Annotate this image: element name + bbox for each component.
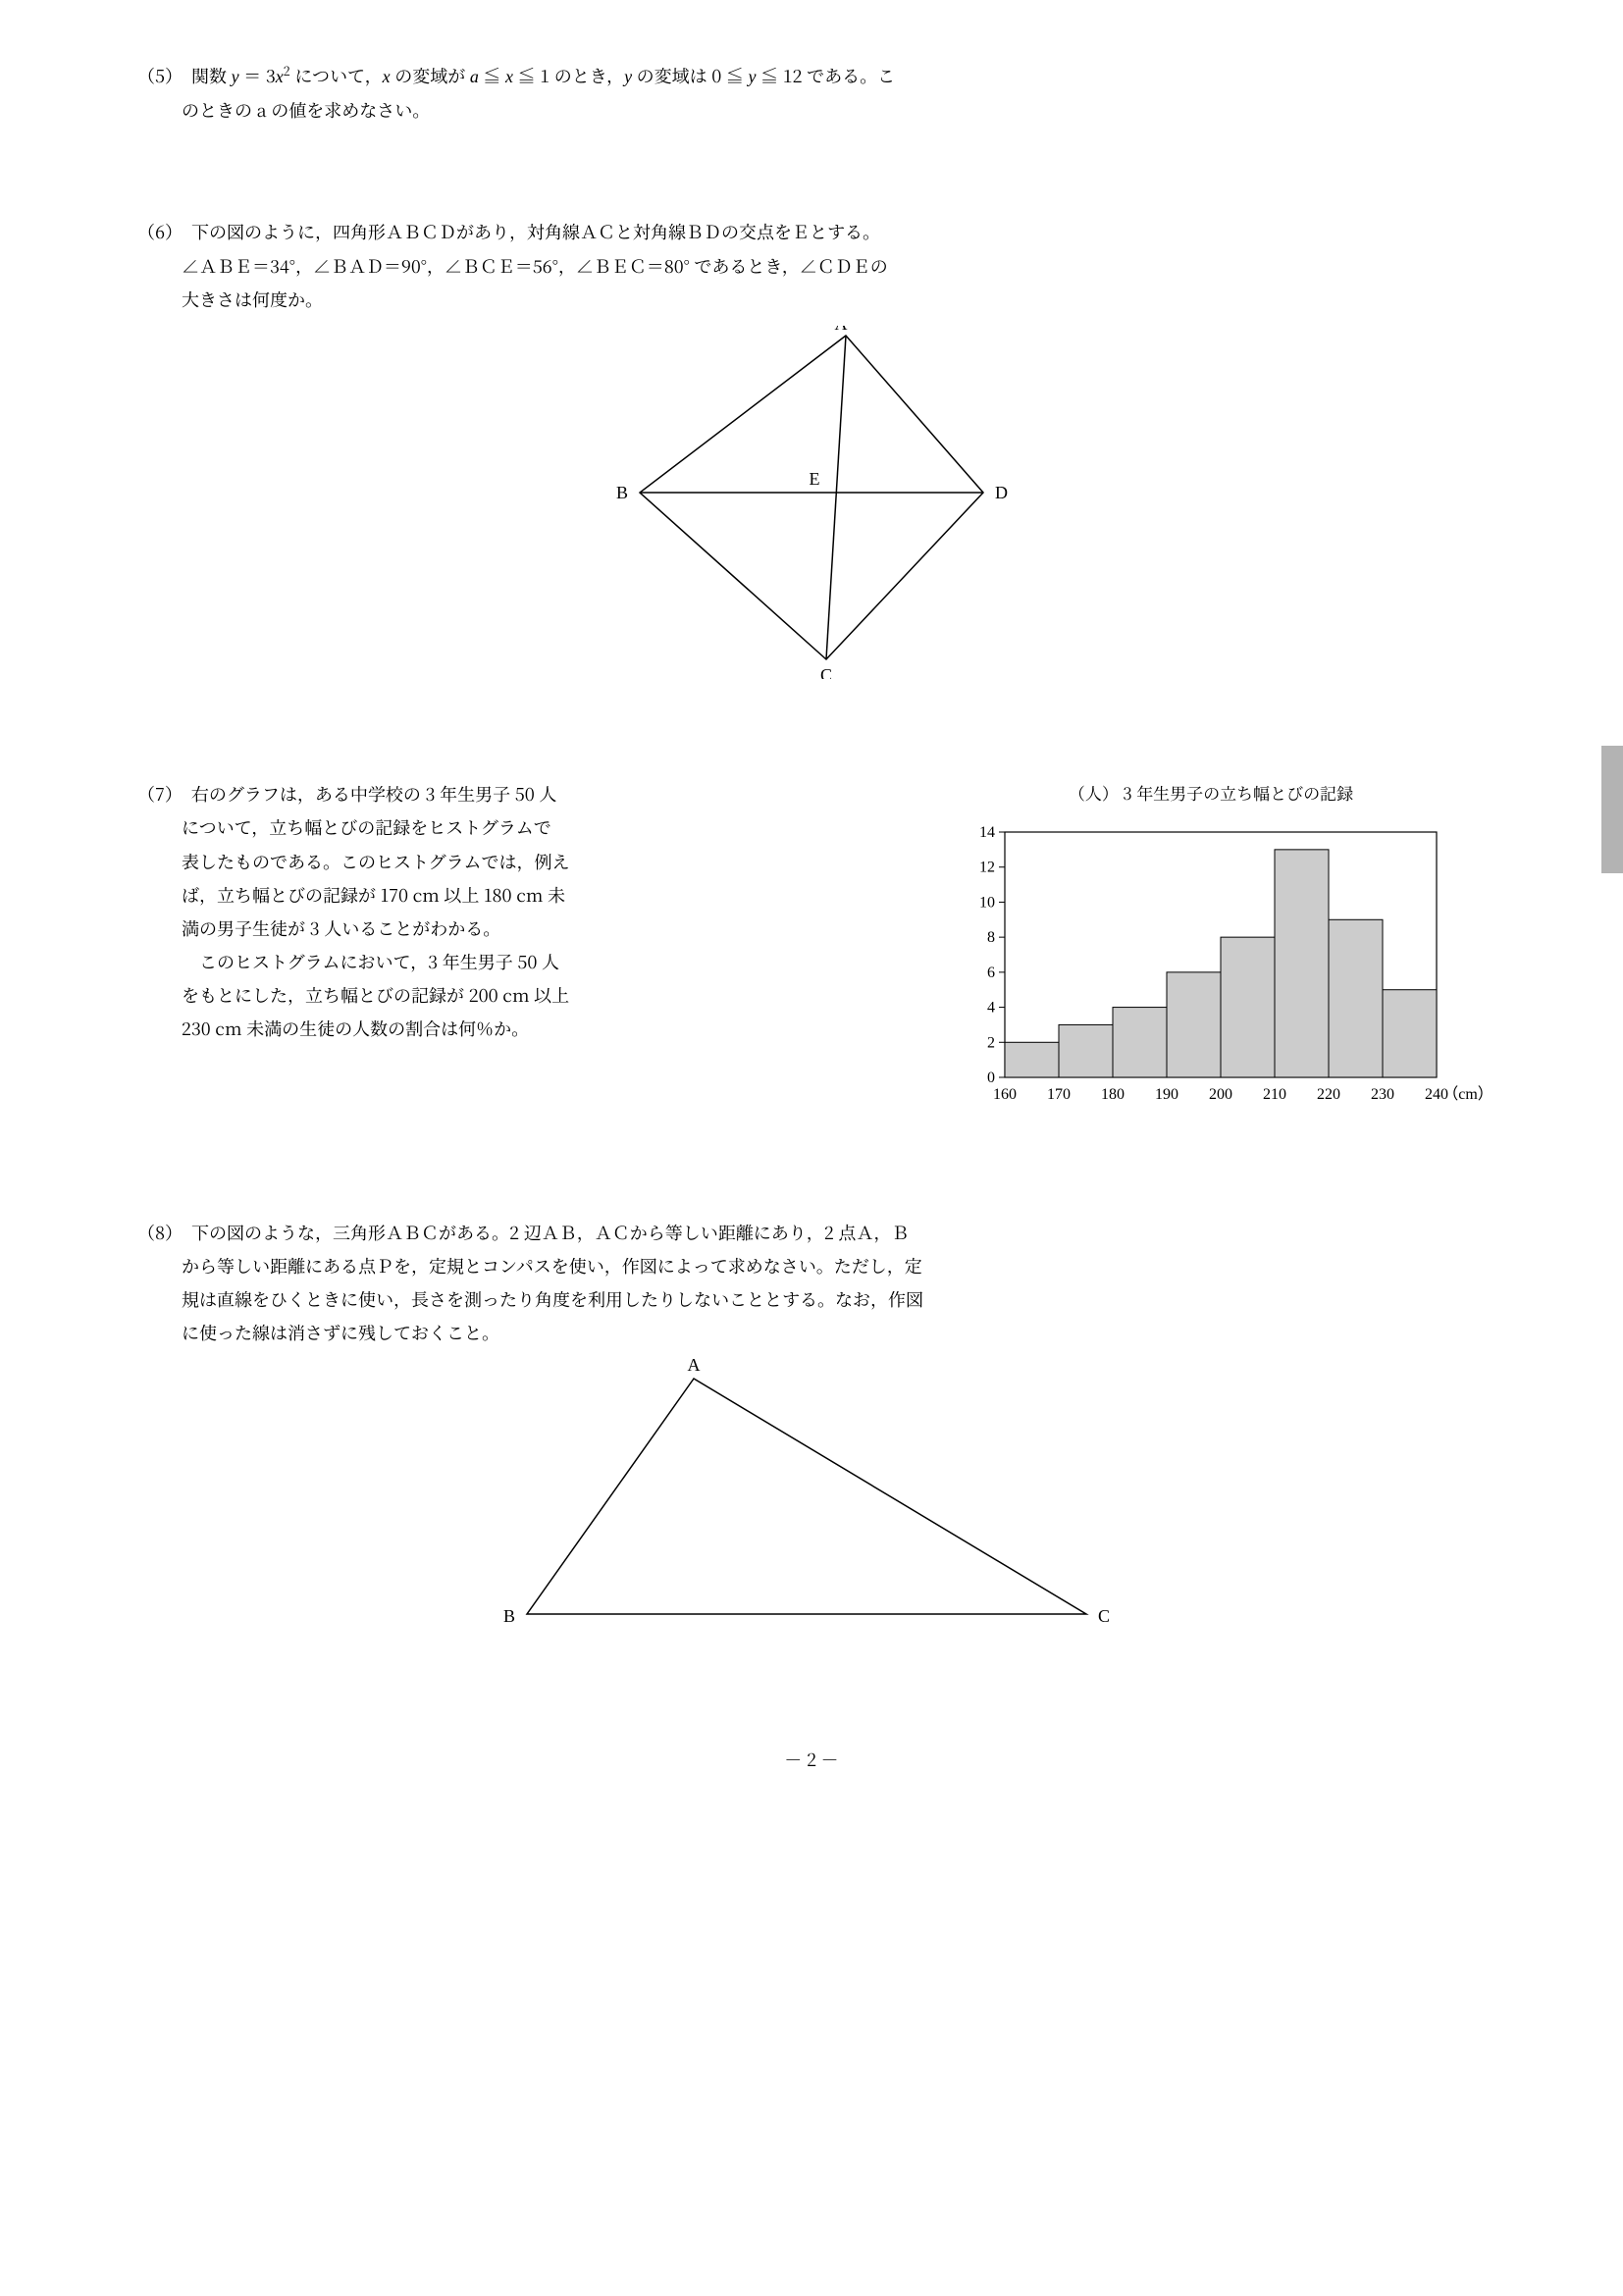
problem-6-figure-container: A B C D E	[137, 326, 1486, 689]
problem-7-line2: について，立ち幅とびの記録をヒストグラムで	[137, 810, 907, 844]
problem-6-text: （6） 下の図のように，四角形ＡＢＣＤがあり，対角線ＡＣと対角線ＢＤの交点をＥと…	[137, 215, 1486, 316]
problem-8-figure-container: A B C	[137, 1359, 1486, 1653]
problem-7-line7: をもとにした，立ち幅とびの記録が 200 cm 以上	[137, 978, 907, 1012]
problem-6: （6） 下の図のように，四角形ＡＢＣＤがあり，対角線ＡＣと対角線ＢＤの交点をＥと…	[137, 215, 1486, 689]
problem-7-text: （7） 右のグラフは，ある中学校の 3 年生男子 50 人 について，立ち幅とび…	[137, 777, 907, 1046]
triangle-diagram: A B C	[468, 1359, 1155, 1644]
svg-text:C: C	[1098, 1606, 1110, 1626]
problem-5: （5） 関数 y ＝ 3x2 について，x の変域が a ≦ x ≦ 1 のとき…	[137, 59, 1486, 127]
problem-8-line3: 規は直線をひくときに使い，長さを測ったり角度を利用したりしないこととする。なお，…	[137, 1282, 1486, 1316]
svg-text:190: 190	[1155, 1086, 1178, 1103]
problem-7-line5: 満の男子生徒が 3 人いることがわかる。	[137, 912, 907, 945]
problem-7-line6: このヒストグラムにおいて，3 年生男子 50 人	[137, 945, 907, 978]
svg-text:10: 10	[979, 895, 995, 912]
svg-text:B: B	[616, 483, 628, 502]
problem-6-line2: ∠ＡＢＥ＝34°，∠ＢＡＤ＝90°，∠ＢＣＥ＝56°，∠ＢＥＣ＝80° であると…	[137, 249, 1486, 283]
page-side-tab	[1601, 746, 1623, 873]
svg-text:200: 200	[1209, 1086, 1232, 1103]
problem-8-line2: から等しい距離にある点Ｐを，定規とコンパスを使い，作図によって求めなさい。ただし…	[137, 1249, 1486, 1282]
svg-text:E: E	[810, 469, 820, 489]
problem-7-line3: 表したものである。このヒストグラムでは，例え	[137, 845, 907, 878]
svg-text:4: 4	[987, 1000, 995, 1017]
svg-text:230: 230	[1371, 1086, 1394, 1103]
svg-text:（cm）: （cm）	[1442, 1085, 1486, 1103]
page-number: － 2 －	[137, 1743, 1486, 1776]
histogram-title: （人） 3 年生男子の立ち幅とびの記録	[936, 777, 1486, 809]
quadrilateral-diagram: A B C D E	[591, 326, 1032, 679]
svg-text:14: 14	[979, 824, 995, 841]
svg-text:B: B	[503, 1606, 515, 1626]
svg-text:8: 8	[987, 930, 995, 947]
svg-text:6: 6	[987, 965, 995, 981]
svg-text:12: 12	[979, 860, 995, 876]
problem-8-line1: （8） 下の図のような，三角形ＡＢＣがある。2 辺ＡＢ，ＡＣから等しい距離にあり…	[137, 1216, 1486, 1249]
svg-text:2: 2	[987, 1035, 995, 1052]
problem-7-line1: （7） 右のグラフは，ある中学校の 3 年生男子 50 人	[137, 777, 907, 810]
problem-8: （8） 下の図のような，三角形ＡＢＣがある。2 辺ＡＢ，ＡＣから等しい距離にあり…	[137, 1216, 1486, 1654]
histogram-title-text: 3 年生男子の立ち幅とびの記録	[1123, 780, 1353, 805]
histogram-chart: 02468101214160170180190200210220230240（c…	[936, 812, 1486, 1117]
svg-text:C: C	[820, 665, 832, 679]
svg-text:210: 210	[1263, 1086, 1286, 1103]
problem-7: （7） 右のグラフは，ある中学校の 3 年生男子 50 人 について，立ち幅とび…	[137, 777, 1486, 1126]
svg-text:A: A	[688, 1359, 701, 1375]
problem-6-line1: （6） 下の図のように，四角形ＡＢＣＤがあり，対角線ＡＣと対角線ＢＤの交点をＥと…	[137, 215, 1486, 248]
svg-text:170: 170	[1047, 1086, 1071, 1103]
problem-7-line8: 230 cm 未満の生徒の人数の割合は何％か。	[137, 1012, 907, 1045]
svg-text:220: 220	[1317, 1086, 1340, 1103]
svg-text:A: A	[835, 326, 848, 334]
problem-8-line4: に使った線は消さずに残しておくこと。	[137, 1316, 1486, 1349]
histogram-y-unit: （人）	[1069, 780, 1119, 805]
problem-7-line4: ば，立ち幅とびの記録が 170 cm 以上 180 cm 未	[137, 878, 907, 912]
problem-7-chart-container: （人） 3 年生男子の立ち幅とびの記録 0 2 4 6 8 10 12 14 160 170 180…	[936, 777, 1486, 1126]
problem-5-line2: のときの a の値を求めなさい。	[137, 93, 1486, 127]
problem-5-line1: （5） 関数 y ＝ 3x2 について，x の変域が a ≦ x ≦ 1 のとき…	[137, 59, 1486, 93]
svg-text:0: 0	[987, 1070, 995, 1086]
problem-6-line3: 大きさは何度か。	[137, 283, 1486, 316]
svg-text:180: 180	[1101, 1086, 1125, 1103]
svg-text:160: 160	[993, 1086, 1017, 1103]
problem-5-text: （5） 関数 y ＝ 3x2 について，x の変域が a ≦ x ≦ 1 のとき…	[137, 59, 1486, 127]
svg-text:D: D	[995, 483, 1008, 502]
problem-8-text: （8） 下の図のような，三角形ＡＢＣがある。2 辺ＡＢ，ＡＣから等しい距離にあり…	[137, 1216, 1486, 1350]
